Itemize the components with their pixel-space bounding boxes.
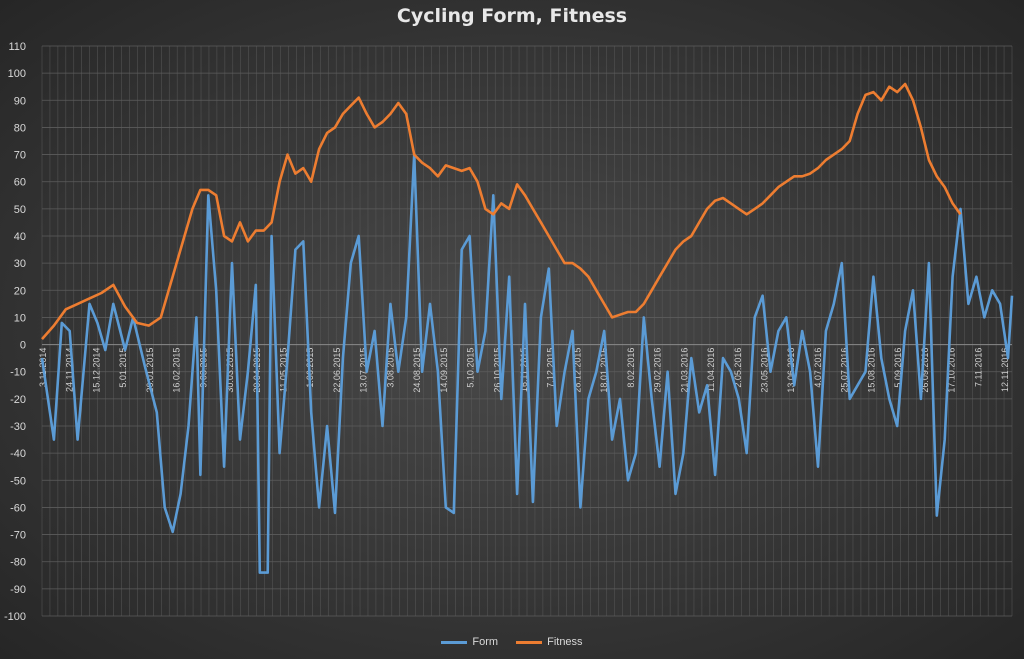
y-tick-label: -60 <box>10 502 26 514</box>
x-tick-label: 28.12.2015 <box>572 348 582 393</box>
legend-swatch-fitness <box>516 640 543 644</box>
series-line-fitness <box>41 82 962 340</box>
legend-label-form: Form <box>472 636 499 648</box>
legend-label-fitness: Fitness <box>547 636 583 648</box>
y-tick-label: 90 <box>14 95 26 107</box>
x-tick-label: 11.05.2015 <box>279 348 289 392</box>
series-layer <box>40 82 1014 574</box>
y-tick-label: 30 <box>14 258 26 270</box>
x-tick-label: 25.07.2016 <box>840 348 850 393</box>
y-tick-label: 110 <box>8 41 26 53</box>
y-tick-label: -40 <box>10 448 26 460</box>
y-tick-label: -30 <box>10 421 26 433</box>
y-tick-label: 100 <box>8 68 26 80</box>
x-tick-label: 26.09.2016 <box>920 348 930 393</box>
x-tick-label: 24.11.2014 <box>65 348 75 392</box>
legend-item-fitness: Fitness <box>516 636 583 648</box>
y-tick-label: 40 <box>14 231 26 243</box>
x-tick-label: 16.11.2015 <box>519 348 529 392</box>
x-tick-label: 16.02.2015 <box>172 348 182 393</box>
x-tick-label: 5.10.2015 <box>466 348 476 388</box>
y-tick-label: 0 <box>20 340 26 352</box>
x-tick-label: 29.02.2016 <box>653 348 663 393</box>
y-tick-label: -100 <box>4 611 26 623</box>
y-tick-label: -10 <box>10 367 26 379</box>
y-tick-label: 60 <box>14 177 26 189</box>
y-tick-label: -90 <box>10 584 26 596</box>
x-tick-label: 13.07.2015 <box>359 348 369 393</box>
x-tick-label: 5.09.2016 <box>893 348 903 388</box>
x-tick-label: 11.04.2016 <box>706 348 716 392</box>
y-tick-label: 70 <box>14 150 26 162</box>
chart-legend: Form Fitness <box>0 636 1024 648</box>
x-tick-label: 3.08.2015 <box>385 348 395 388</box>
x-tick-label: 5.01.2015 <box>118 348 128 388</box>
y-tick-label: -20 <box>10 394 26 406</box>
x-tick-label: 23.05.2016 <box>760 348 770 393</box>
x-tick-label: 21.03.2016 <box>679 348 689 393</box>
y-tick-label: -80 <box>10 557 26 569</box>
series-line-form <box>40 153 1014 574</box>
legend-item-form: Form <box>441 636 498 648</box>
x-tick-label: 26.01.2015 <box>145 348 155 393</box>
x-tick-label: 17.10.2016 <box>947 348 957 393</box>
x-tick-label: 18.01.2016 <box>599 348 609 393</box>
x-tick-label: 14.09.2015 <box>439 348 449 393</box>
y-tick-label: -50 <box>10 475 26 487</box>
y-tick-label: 10 <box>14 312 26 324</box>
y-tick-label: -70 <box>10 530 26 542</box>
chart-title: Cycling Form, Fitness <box>396 5 628 27</box>
x-tick-label: 12.11.2016 <box>1000 348 1010 392</box>
x-tick-label: 8.02.2016 <box>626 348 636 388</box>
x-tick-label: 24.08.2015 <box>412 348 422 393</box>
x-tick-label: 2.05.2016 <box>733 348 743 388</box>
x-tick-label: 15.12.2014 <box>91 348 101 393</box>
y-tick-label: 80 <box>14 122 26 134</box>
legend-swatch-form <box>441 640 468 644</box>
x-tick-label: 15.08.2016 <box>866 348 876 393</box>
x-tick-label: 4.07.2016 <box>813 348 823 388</box>
x-tick-label: 7.12.2015 <box>546 348 556 388</box>
x-tick-label: 22.06.2015 <box>332 348 342 393</box>
y-axis-ticks: 1101009080706050403020100-10-20-30-40-50… <box>4 41 26 623</box>
x-tick-label: 30.03.2015 <box>225 348 235 393</box>
x-tick-label: 26.10.2015 <box>492 348 502 393</box>
y-tick-label: 50 <box>14 204 26 216</box>
y-tick-label: 20 <box>14 285 26 297</box>
x-tick-label: 7.11.2016 <box>973 348 983 387</box>
